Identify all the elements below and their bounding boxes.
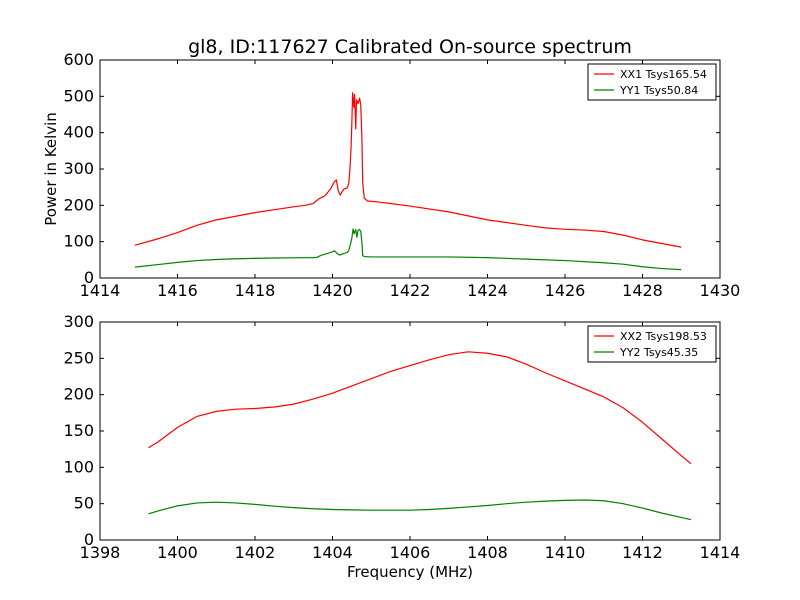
x-tick-label: 1412 bbox=[622, 543, 663, 562]
y-tick-label: 200 bbox=[63, 385, 94, 404]
series-line-xx2 bbox=[148, 351, 692, 465]
x-tick-label: 1416 bbox=[157, 281, 198, 300]
y-tick-label: 600 bbox=[63, 50, 94, 69]
x-tick-label: 1422 bbox=[390, 281, 431, 300]
series-line-yy1 bbox=[134, 228, 682, 271]
x-tick-label: 1406 bbox=[390, 543, 431, 562]
x-tick-label: 1414 bbox=[700, 543, 741, 562]
series-line-yy2 bbox=[148, 499, 692, 521]
x-tick-label: 1418 bbox=[235, 281, 276, 300]
chart-title: gl8, ID:117627 Calibrated On-source spec… bbox=[188, 36, 632, 58]
y-axis-label: Power in Kelvin bbox=[42, 112, 60, 226]
x-tick-label: 1402 bbox=[235, 543, 276, 562]
y-tick-label: 100 bbox=[63, 232, 94, 251]
y-tick-label: 250 bbox=[63, 348, 94, 367]
y-tick-label: 200 bbox=[63, 195, 94, 214]
legend-box bbox=[587, 63, 717, 101]
x-tick-label: 1424 bbox=[467, 281, 508, 300]
y-tick-label: 0 bbox=[84, 268, 94, 287]
legend-label: XX2 Tsys198.53 bbox=[620, 330, 707, 343]
x-tick-label: 1414 bbox=[80, 281, 121, 300]
y-tick-label: 500 bbox=[63, 86, 94, 105]
legend: XX2 Tsys198.53 YY2 Tsys45.35 bbox=[587, 325, 717, 363]
bottom-panel: Frequency (MHz) 1398 1400 1402 1404 1406 1408… bbox=[63, 312, 740, 581]
x-tick-label: 1398 bbox=[80, 543, 121, 562]
x-tick-label: 1410 bbox=[545, 543, 586, 562]
legend-label: YY1 Tsys50.84 bbox=[619, 84, 698, 97]
x-tick-label: 1420 bbox=[312, 281, 353, 300]
y-tick-label: 100 bbox=[63, 457, 94, 476]
legend-label: XX1 Tsys165.54 bbox=[620, 68, 707, 81]
y-tick-label: 300 bbox=[63, 159, 94, 178]
x-axis-label: Frequency (MHz) bbox=[347, 563, 473, 581]
x-tick-label: 1400 bbox=[157, 543, 198, 562]
series-line-xx1 bbox=[134, 92, 682, 248]
x-tick-label: 1430 bbox=[700, 281, 741, 300]
y-tick-label: 0 bbox=[84, 530, 94, 549]
top-panel: gl8, ID:117627 Calibrated On-source spec… bbox=[42, 36, 740, 300]
legend-label: YY2 Tsys45.35 bbox=[619, 346, 698, 359]
legend: XX1 Tsys165.54 YY1 Tsys50.84 bbox=[587, 63, 717, 101]
x-tick-label: 1426 bbox=[545, 281, 586, 300]
y-tick-label: 400 bbox=[63, 123, 94, 142]
y-tick-label: 50 bbox=[74, 494, 94, 513]
x-tick-label: 1408 bbox=[467, 543, 508, 562]
y-tick-label: 300 bbox=[63, 312, 94, 331]
y-tick-label: 150 bbox=[63, 421, 94, 440]
x-tick-label: 1404 bbox=[312, 543, 353, 562]
x-tick-label: 1428 bbox=[622, 281, 663, 300]
legend-box bbox=[587, 325, 717, 363]
